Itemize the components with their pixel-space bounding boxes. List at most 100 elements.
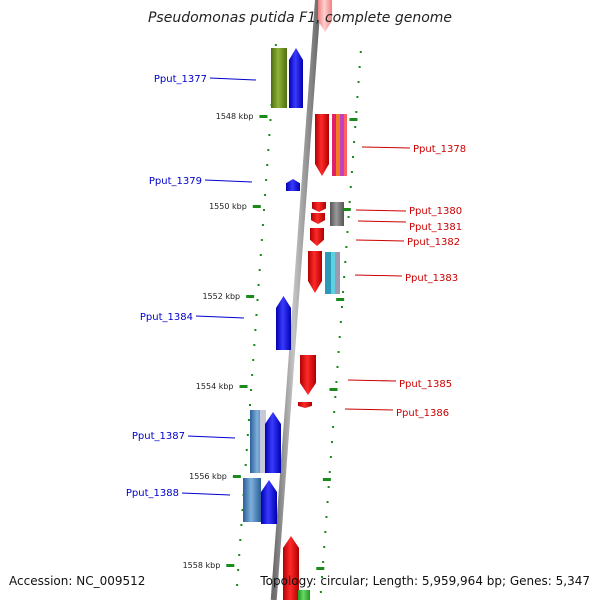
scale-tick	[322, 478, 331, 481]
tick-mark	[357, 81, 360, 83]
scale-tick	[226, 564, 235, 567]
tick-mark	[255, 314, 258, 316]
gene-arrow-pput-1384	[276, 296, 291, 350]
gene-label-pput-1387[interactable]: Pput_1387	[132, 431, 185, 442]
gene-arrow-pput-1377	[289, 48, 303, 108]
tick-mark	[334, 396, 337, 398]
gene-label-pput-1381[interactable]: Pput_1381	[409, 222, 462, 233]
tick-mark	[353, 141, 356, 143]
leader-line-pput-1378	[361, 146, 411, 149]
scale-label: 1554 kbp	[196, 382, 234, 391]
tick-mark	[344, 261, 347, 263]
tick-mark	[343, 276, 346, 278]
scale-label: 1548 kbp	[216, 112, 254, 121]
tick-mark	[258, 269, 261, 271]
gene-label-pput-1385[interactable]: Pput_1385	[399, 379, 452, 390]
gene-label-pput-1386[interactable]: Pput_1386	[396, 408, 449, 419]
gene-arrow-pput-1378	[315, 114, 329, 176]
leader-line-pput-1388	[181, 492, 231, 496]
gene-arrow-pput-1381	[311, 213, 325, 224]
gene-label-pput-1377[interactable]: Pput_1377	[154, 74, 207, 85]
gene-arrow-pput-1382	[310, 228, 324, 246]
tick-mark	[337, 351, 340, 353]
tick-mark	[244, 464, 247, 466]
leader-line-pput-1384	[195, 315, 245, 319]
tick-mark	[250, 389, 253, 391]
genome-backbone	[270, 0, 321, 600]
tick-mark	[248, 404, 251, 406]
gene-arrow-partial	[283, 536, 299, 600]
tick-mark	[237, 569, 240, 571]
tick-mark	[350, 171, 353, 173]
leader-line-pput-1383	[354, 274, 403, 277]
cds-block	[243, 478, 261, 522]
tick-mark	[247, 419, 250, 421]
tick-mark	[260, 239, 263, 241]
tick-mark	[241, 509, 244, 511]
cds-block	[330, 202, 344, 226]
gene-arrow-pput-1388	[261, 480, 277, 524]
gene-label-pput-1380[interactable]: Pput_1380	[409, 206, 462, 217]
tick-mark	[355, 111, 358, 113]
cds-stripe	[344, 114, 347, 176]
gene-arrow-pput-1385	[300, 355, 316, 395]
scale-tick	[329, 388, 338, 391]
scale-tick	[246, 295, 255, 298]
scale-ticks	[236, 44, 362, 593]
accession-text: Accession: NC_009512	[9, 574, 146, 588]
tick-mark	[252, 359, 255, 361]
tick-mark	[239, 539, 242, 541]
tick-mark	[329, 456, 332, 458]
gene-label-pput-1383[interactable]: Pput_1383	[405, 273, 458, 284]
gene-arrow-partial	[298, 590, 310, 600]
map-title: Pseudomonas putida F1, complete genome	[147, 10, 453, 26]
tick-mark	[323, 546, 326, 548]
scale-tick	[252, 205, 261, 208]
tick-mark	[266, 164, 269, 166]
topology-text: Topology: circular; Length: 5,959,964 bp…	[260, 574, 590, 588]
gene-labels[interactable]: Pput_1377 Pput_1378 Pput_1379 Pput_1380 Pput…	[126, 74, 466, 499]
gene-arrow-partial	[318, 0, 332, 32]
cds-stripe	[331, 252, 335, 294]
tick-mark	[338, 336, 341, 338]
tick-mark	[339, 321, 342, 323]
gene-label-pput-1388[interactable]: Pput_1388	[126, 488, 179, 499]
scale-label: 1552 kbp	[202, 292, 240, 301]
tick-mark	[269, 119, 272, 121]
tick-mark	[348, 201, 351, 203]
tick-mark	[326, 501, 329, 503]
tick-mark	[349, 186, 352, 188]
tick-mark	[356, 96, 359, 98]
tick-mark	[265, 179, 268, 181]
cds-stripe	[336, 114, 340, 176]
gene-label-pput-1382[interactable]: Pput_1382	[407, 237, 460, 248]
cds-stripe	[335, 252, 340, 294]
leader-line-pput-1382	[355, 239, 405, 242]
tick-mark	[335, 381, 338, 383]
leader-line-pput-1385	[347, 379, 397, 382]
gene-label-pput-1379[interactable]: Pput_1379	[149, 176, 202, 187]
tick-mark	[345, 246, 348, 248]
leader-line-pput-1387	[187, 435, 236, 439]
tick-mark	[324, 531, 327, 533]
tick-mark	[236, 584, 239, 586]
tick-mark	[340, 306, 343, 308]
tick-mark	[256, 299, 259, 301]
tick-mark	[327, 486, 330, 488]
tick-mark	[336, 366, 339, 368]
gene-label-pput-1378[interactable]: Pput_1378	[413, 144, 466, 155]
gene-arrow-pput-1387	[265, 412, 281, 473]
tick-mark	[321, 576, 324, 578]
gene-arrow-pput-1383	[308, 251, 322, 293]
tick-mark	[330, 441, 333, 443]
tick-mark	[245, 449, 248, 451]
backbone-line	[270, 0, 321, 600]
tick-mark	[267, 149, 270, 151]
tick-mark	[253, 344, 256, 346]
tick-mark	[238, 554, 241, 556]
gene-label-pput-1384[interactable]: Pput_1384	[140, 312, 193, 323]
scale-tick	[316, 567, 325, 570]
tick-mark	[333, 411, 336, 413]
scale-tick	[349, 118, 358, 121]
